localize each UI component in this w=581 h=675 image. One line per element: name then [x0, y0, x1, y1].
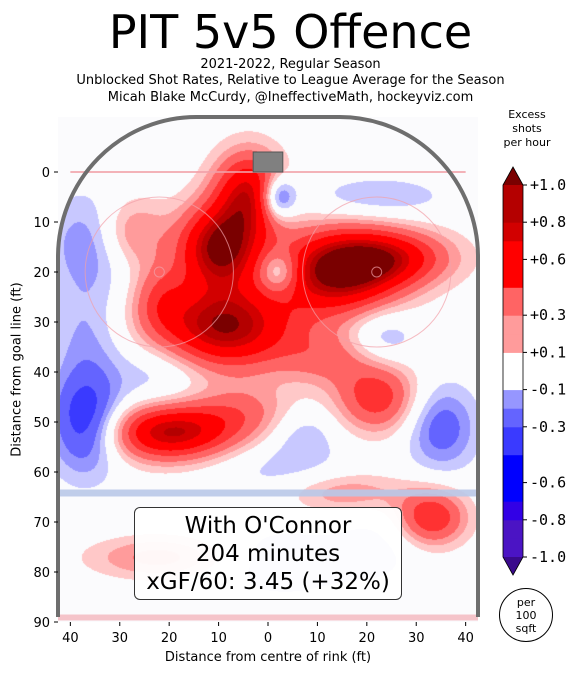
- colorbar-tick-label: +0.3: [530, 306, 566, 324]
- colorbar-tick-label: -1.0: [530, 548, 566, 566]
- colorbar-band: [503, 333, 523, 353]
- faceoff-dot: [153, 266, 165, 278]
- x-tick-label: 10: [309, 631, 326, 646]
- colorbar-tick-label: +0.8: [530, 213, 566, 231]
- subtitle-season: 2021-2022, Regular Season: [200, 57, 381, 72]
- unit-line: per: [516, 596, 536, 609]
- colorbar-band: [503, 538, 523, 558]
- colorbar-tick-label: +1.0: [530, 176, 566, 194]
- faceoff-circle: [84, 196, 234, 348]
- blue-line: [58, 489, 478, 497]
- colorbar-band: [503, 426, 523, 456]
- annotation-minutes: 204 minutes: [195, 541, 341, 567]
- colorbar-band: [503, 482, 523, 502]
- colorbar-title-line: per hour: [503, 136, 551, 149]
- x-tick-label: 40: [457, 631, 474, 646]
- colorbar-tick-label: +0.6: [530, 250, 566, 268]
- colorbar: +1.0 +0.8 +0.6 +0.3 +0.1 -0.1 -0.3 -0.6 -0.8 -1.0: [502, 166, 566, 576]
- x-tick-label: 0: [264, 631, 272, 646]
- colorbar-band: [503, 454, 523, 484]
- faceoff-circle: [302, 196, 452, 348]
- unit-circle: per 100 sqft: [499, 588, 553, 642]
- colorbar-tick-label: -0.6: [530, 474, 566, 492]
- colorbar-band: [503, 259, 523, 288]
- colorbar-band: [503, 287, 523, 316]
- x-tick-label: 40: [62, 631, 79, 646]
- colorbar-band: [503, 315, 523, 335]
- annotation-xgf: xGF/60: 3.45 (+32%): [146, 569, 390, 595]
- colorbar-title-line: shots: [512, 122, 542, 135]
- y-tick-label: 80: [33, 566, 50, 581]
- colorbar-band: [503, 389, 523, 409]
- x-tick-label: 30: [408, 631, 425, 646]
- x-axis-ticks: 40 30 20 10 0 10 20 30 40: [62, 622, 474, 646]
- colorbar-band: [503, 352, 523, 391]
- colorbar-tick-label: +0.1: [530, 343, 566, 361]
- colorbar-band: [503, 203, 523, 223]
- annotation-player: With O'Connor: [184, 513, 352, 539]
- colorbar-tick-label: -0.8: [530, 511, 566, 529]
- x-tick-label: 20: [359, 631, 376, 646]
- unit-line: sqft: [515, 622, 537, 635]
- colorbar-band: [503, 519, 523, 539]
- colorbar-max-arrow: [503, 167, 523, 185]
- colorbar-tick-label: -0.3: [530, 418, 566, 436]
- colorbar-title-line: Excess: [508, 108, 546, 121]
- centre-line: [58, 614, 478, 621]
- rink-markings: [58, 151, 478, 621]
- y-tick-label: 30: [33, 316, 50, 331]
- y-tick-label: 70: [33, 516, 50, 531]
- y-axis-ticks: 0 10 20 30 40 50 60 70 80 90: [33, 166, 58, 631]
- y-tick-label: 60: [33, 466, 50, 481]
- colorbar-band: [503, 501, 523, 521]
- x-axis-label: Distance from centre of rink (ft): [164, 650, 372, 665]
- y-axis-label: Distance from goal line (ft): [9, 282, 25, 457]
- colorbar-title: Excess shots per hour: [497, 108, 557, 150]
- y-tick-label: 50: [33, 416, 50, 431]
- chart-title: PIT 5v5 Offence: [108, 5, 473, 59]
- x-tick-label: 30: [111, 631, 128, 646]
- y-tick-label: 10: [33, 216, 50, 231]
- colorbar-min-arrow: [503, 557, 523, 575]
- x-tick-label: 20: [161, 631, 178, 646]
- colorbar-band: [503, 408, 523, 428]
- goal-net: [252, 151, 284, 173]
- unit-line: 100: [515, 609, 537, 622]
- colorbar-band: [503, 222, 523, 242]
- annotation-box: With O'Connor 204 minutes xGF/60: 3.45 (…: [134, 507, 402, 600]
- colorbar-band: [503, 240, 523, 260]
- faceoff-dot: [371, 266, 383, 278]
- y-tick-label: 40: [33, 366, 50, 381]
- y-tick-label: 90: [33, 616, 50, 631]
- subtitle-description: Unblocked Shot Rates, Relative to League…: [76, 73, 505, 88]
- y-tick-label: 0: [42, 166, 50, 181]
- colorbar-tick-label: -0.1: [530, 381, 566, 399]
- x-tick-label: 10: [210, 631, 227, 646]
- rink-boards: [56, 115, 480, 617]
- colorbar-band: [503, 185, 523, 205]
- y-tick-label: 20: [33, 266, 50, 281]
- subtitle-author: Micah Blake McCurdy, @IneffectiveMath, h…: [107, 90, 474, 105]
